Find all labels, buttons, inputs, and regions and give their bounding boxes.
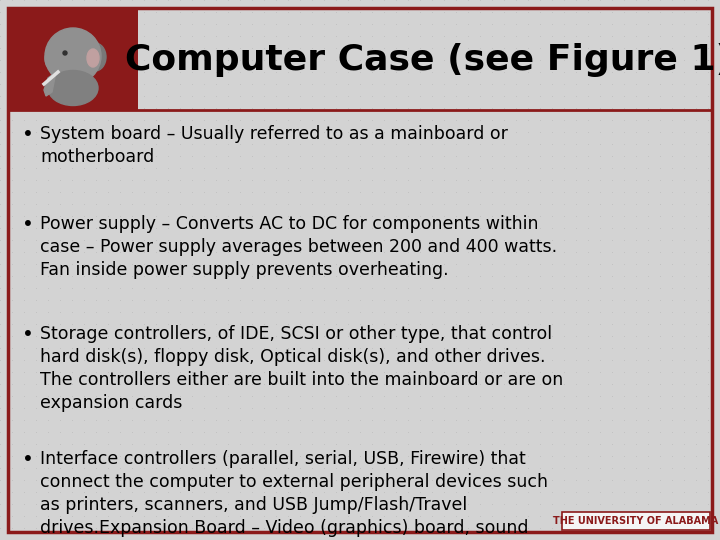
Ellipse shape: [84, 43, 106, 71]
Bar: [562, 512, 710, 530]
Text: Interface controllers (parallel, serial, USB, Firewire) that
connect the compute: Interface controllers (parallel, serial,…: [40, 450, 548, 540]
Circle shape: [45, 28, 101, 84]
Text: •: •: [22, 215, 34, 234]
Text: System board – Usually referred to as a mainboard or
motherboard: System board – Usually referred to as a …: [40, 125, 508, 166]
Ellipse shape: [87, 49, 99, 67]
Ellipse shape: [48, 71, 98, 105]
Text: •: •: [22, 125, 34, 144]
Circle shape: [63, 51, 67, 55]
Polygon shape: [44, 72, 56, 96]
Text: Power supply – Converts AC to DC for components within
case – Power supply avera: Power supply – Converts AC to DC for com…: [40, 215, 557, 279]
Text: Storage controllers, of IDE, SCSI or other type, that control
hard disk(s), flop: Storage controllers, of IDE, SCSI or oth…: [40, 325, 563, 411]
Text: •: •: [22, 450, 34, 469]
Text: Computer Case (see Figure 1): Computer Case (see Figure 1): [125, 43, 720, 77]
Text: THE UNIVERSITY OF ALABAMA: THE UNIVERSITY OF ALABAMA: [554, 516, 719, 526]
Ellipse shape: [45, 48, 61, 70]
Text: •: •: [22, 325, 34, 344]
Bar: [8, 8, 138, 110]
